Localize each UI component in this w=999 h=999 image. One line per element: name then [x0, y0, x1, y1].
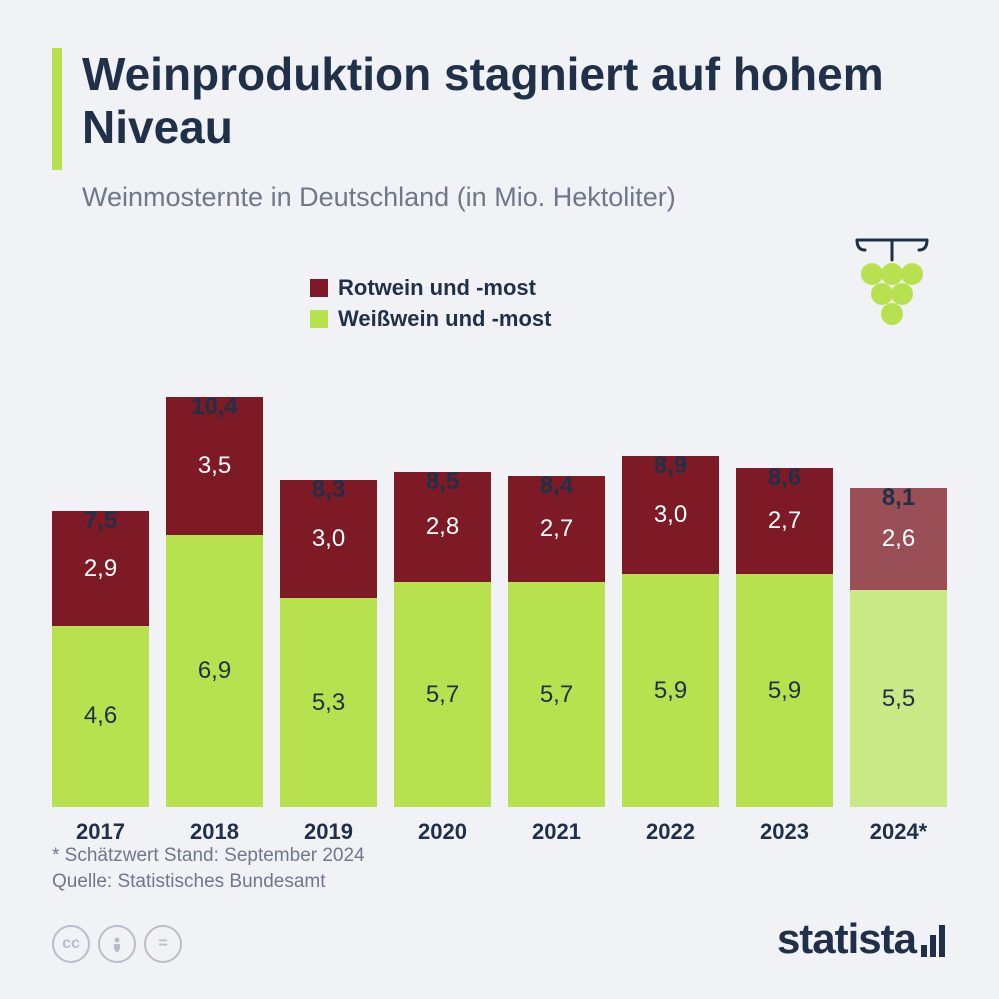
footer: * Schätzwert Stand: September 2024 Quell… [52, 845, 947, 963]
legend-item-red: Rotwein und -most [310, 275, 551, 301]
bar-column: 8,62,75,92023 [736, 468, 833, 845]
bar-column: 10,43,56,92018 [166, 397, 263, 845]
bottom-row: cc = statista [52, 915, 947, 963]
segment-white: 4,6 [52, 626, 149, 807]
grapes-icon [837, 232, 947, 352]
bar-stack: 2,75,7 [508, 476, 605, 807]
total-label: 10,4 [166, 393, 263, 421]
legend-item-white: Weißwein und -most [310, 306, 551, 332]
swatch-red [310, 279, 328, 297]
category-label: 2020 [418, 819, 467, 845]
bar-column: 8,52,85,72020 [394, 472, 491, 845]
by-icon [98, 925, 136, 963]
brand-logo: statista [777, 915, 947, 963]
segment-white: 5,3 [280, 598, 377, 807]
segment-white: 5,7 [508, 582, 605, 807]
bar-chart: 7,52,94,6 2017 10,43,56,9 2018 8,33,05,3 2019… [52, 385, 947, 845]
segment-white: 5,9 [622, 574, 719, 807]
bar-stack: 2,85,7 [394, 472, 491, 807]
category-label: 2022 [646, 819, 695, 845]
nd-icon: = [144, 925, 182, 963]
bar-stack: 2,94,6 [52, 511, 149, 807]
segment-white: 5,9 [736, 574, 833, 807]
bar-stack: 2,75,9 [736, 468, 833, 807]
license-icons: cc = [52, 925, 182, 963]
total-label: 8,9 [622, 452, 719, 480]
total-label: 8,1 [850, 484, 947, 512]
chart-subtitle: Weinmosternte in Deutschland (in Mio. He… [82, 182, 947, 213]
category-label: 2017 [76, 819, 125, 845]
chart-title: Weinproduktion stagniert auf hohem Nivea… [82, 48, 947, 154]
cc-icon: cc [52, 925, 90, 963]
bar-column: 8,12,65,52024* [850, 488, 947, 845]
bar-column: 8,33,05,32019 [280, 480, 377, 845]
legend-label-white: Weißwein und -most [338, 306, 551, 332]
total-label: 8,5 [394, 468, 491, 496]
segment-white: 5,5 [850, 590, 947, 807]
brand-text: statista [777, 915, 916, 963]
bar-column: 8,93,05,92022 [622, 456, 719, 845]
bar-column: 8,42,75,72021 [508, 476, 605, 845]
category-label: 2018 [190, 819, 239, 845]
legend-label-red: Rotwein und -most [338, 275, 536, 301]
bar-stack: 3,05,9 [622, 456, 719, 807]
bar-stack: 3,05,3 [280, 480, 377, 807]
total-label: 8,4 [508, 472, 605, 500]
swatch-white [310, 310, 328, 328]
bar-stack: 3,56,9 [166, 397, 263, 807]
bar-stack: 2,65,5 [850, 488, 947, 807]
bar-column: 7,52,94,62017 [52, 511, 149, 845]
total-label: 8,6 [736, 464, 833, 492]
footnote-estimate: * Schätzwert Stand: September 2024 [52, 845, 947, 867]
chart-container: Weinproduktion stagniert auf hohem Nivea… [0, 0, 999, 999]
footnote-source: Quelle: Statistisches Bundesamt [52, 871, 947, 893]
category-label: 2019 [304, 819, 353, 845]
segment-white: 5,7 [394, 582, 491, 807]
title-row: Weinproduktion stagniert auf hohem Nivea… [52, 48, 947, 170]
category-label: 2024* [870, 819, 928, 845]
total-label: 7,5 [52, 507, 149, 535]
category-label: 2023 [760, 819, 809, 845]
total-label: 8,3 [280, 476, 377, 504]
title-accent-bar [52, 48, 62, 170]
legend: Rotwein und -most Weißwein und -most [310, 275, 551, 337]
category-label: 2021 [532, 819, 581, 845]
segment-white: 6,9 [166, 535, 263, 807]
